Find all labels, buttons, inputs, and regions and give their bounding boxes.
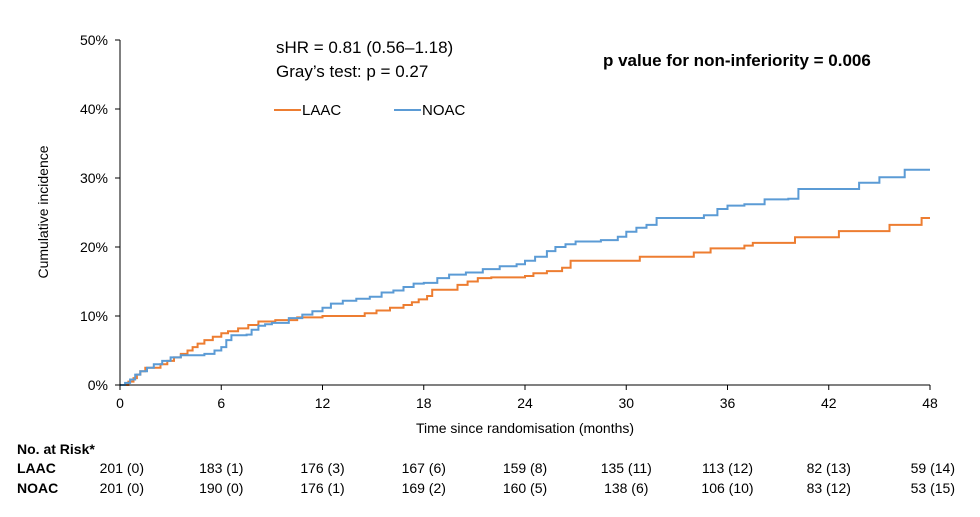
- risk-cell-noac: 201 (0): [100, 480, 144, 496]
- risk-cell-laac: 201 (0): [100, 460, 144, 476]
- x-tick-label: 48: [922, 395, 938, 411]
- risk-row-label-noac: NOAC: [17, 480, 58, 496]
- x-tick-label: 6: [217, 395, 225, 411]
- plot-area: 0% 10% 20% 30% 40% 50% 0 6 12 18 24 30 36 42 48: [80, 32, 938, 411]
- risk-cell-laac: 167 (6): [402, 460, 446, 476]
- y-tick-label: 30%: [80, 170, 108, 186]
- risk-cell-laac: 59 (14): [911, 460, 955, 476]
- grays-test-annotation: Gray’s test: p = 0.27: [276, 62, 428, 81]
- x-tick-label: 12: [315, 395, 331, 411]
- risk-cell-laac: 176 (3): [300, 460, 344, 476]
- legend-noac-label: NOAC: [422, 102, 466, 119]
- risk-cell-laac: 183 (1): [199, 460, 243, 476]
- y-tick-label: 40%: [80, 101, 108, 117]
- axes-layer: 0% 10% 20% 30% 40% 50% 0 6 12 18 24 30 36 42 48: [80, 32, 938, 411]
- y-tick-label: 0%: [88, 377, 108, 393]
- y-axis-title: Cumulative incidence: [35, 145, 51, 278]
- risk-cell-noac: 160 (5): [503, 480, 547, 496]
- risk-cell-laac: 135 (11): [601, 460, 652, 476]
- p-value-annotation: p value for non-inferiority = 0.006: [603, 51, 871, 70]
- x-axis-title: Time since randomisation (months): [416, 420, 634, 436]
- risk-cell-noac: 106 (10): [701, 480, 753, 496]
- series-line-laac: [120, 217, 930, 386]
- x-tick-label: 42: [821, 395, 837, 411]
- risk-cell-noac: 138 (6): [604, 480, 648, 496]
- x-tick-label: 0: [116, 395, 124, 411]
- y-tick-label: 50%: [80, 32, 108, 48]
- x-tick-label: 36: [720, 395, 736, 411]
- risk-table-header: No. at Risk*: [17, 441, 95, 457]
- x-tick-label: 24: [517, 395, 533, 411]
- risk-cell-noac: 83 (12): [807, 480, 851, 496]
- shr-annotation: sHR = 0.81 (0.56–1.18): [276, 38, 453, 57]
- y-tick-label: 10%: [80, 308, 108, 324]
- risk-cells: 201 (0) 183 (1) 176 (3) 167 (6) 159 (8) 135 (…: [100, 460, 955, 496]
- risk-cell-noac: 176 (1): [300, 480, 344, 496]
- risk-cell-noac: 190 (0): [199, 480, 243, 496]
- risk-cell-laac: 113 (12): [702, 460, 753, 476]
- series-layer: [120, 168, 930, 386]
- risk-row-label-laac: LAAC: [17, 460, 56, 476]
- risk-cell-laac: 82 (13): [807, 460, 851, 476]
- series-line-noac: [120, 168, 930, 386]
- risk-table: No. at Risk* LAAC NOAC 201 (0) 183 (1) 176…: [17, 441, 955, 496]
- x-tick-label: 30: [618, 395, 634, 411]
- risk-cell-noac: 169 (2): [402, 480, 446, 496]
- risk-cell-laac: 159 (8): [503, 460, 547, 476]
- y-tick-label: 20%: [80, 239, 108, 255]
- risk-cell-noac: 53 (15): [911, 480, 955, 496]
- x-tick-label: 18: [416, 395, 432, 411]
- legend: LAAC NOAC: [274, 102, 466, 119]
- legend-laac-label: LAAC: [302, 102, 341, 119]
